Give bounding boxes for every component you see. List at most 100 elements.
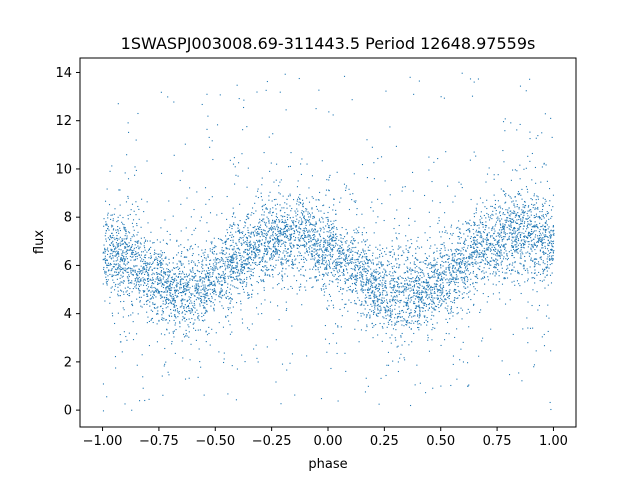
- data-point: [262, 220, 264, 222]
- data-point: [452, 315, 454, 317]
- data-point: [141, 258, 143, 260]
- data-point: [254, 230, 256, 232]
- data-point: [452, 256, 454, 258]
- data-point: [346, 249, 348, 251]
- data-point: [133, 229, 135, 231]
- data-point: [311, 254, 313, 256]
- data-point: [145, 254, 147, 256]
- data-point: [147, 274, 149, 276]
- data-point: [515, 240, 517, 242]
- data-point: [385, 286, 387, 288]
- data-point: [485, 225, 488, 227]
- data-point: [448, 255, 450, 257]
- data-point: [426, 324, 428, 326]
- data-point: [407, 251, 409, 253]
- data-point: [365, 240, 367, 242]
- data-point: [379, 309, 382, 311]
- data-point: [261, 199, 263, 201]
- data-point: [166, 298, 168, 300]
- data-point: [166, 328, 168, 330]
- data-point: [194, 319, 196, 321]
- data-point: [299, 252, 301, 254]
- data-point: [427, 321, 429, 323]
- data-point: [534, 265, 536, 267]
- data-point: [248, 249, 250, 251]
- data-point: [339, 245, 341, 247]
- data-point: [232, 276, 234, 278]
- data-point: [421, 276, 423, 279]
- data-point: [378, 277, 380, 279]
- data-point: [160, 91, 162, 93]
- data-point: [436, 250, 438, 252]
- data-point: [548, 226, 550, 228]
- data-point: [426, 292, 428, 294]
- data-point: [290, 285, 292, 288]
- data-point: [445, 261, 447, 263]
- data-point: [306, 243, 308, 245]
- data-point: [480, 309, 482, 311]
- data-point: [441, 294, 443, 296]
- data-point: [341, 293, 343, 295]
- data-point: [336, 263, 338, 265]
- data-point: [123, 269, 125, 271]
- data-point: [138, 284, 140, 286]
- data-point: [313, 234, 315, 236]
- data-point: [158, 280, 161, 282]
- data-point: [234, 278, 236, 280]
- data-point: [443, 286, 445, 288]
- data-point: [432, 301, 435, 303]
- data-point: [455, 291, 457, 294]
- data-point: [312, 197, 314, 199]
- data-point: [147, 222, 149, 224]
- data-point: [171, 269, 173, 271]
- data-point: [288, 255, 291, 257]
- data-point: [413, 281, 415, 283]
- data-point: [122, 243, 124, 245]
- data-point: [361, 213, 363, 215]
- data-point: [128, 267, 130, 269]
- data-point: [463, 241, 465, 243]
- data-point: [419, 261, 421, 263]
- data-point: [457, 226, 459, 228]
- data-point: [128, 315, 130, 317]
- data-point: [341, 262, 343, 264]
- data-point: [242, 280, 244, 282]
- data-point: [325, 249, 327, 252]
- data-point: [403, 301, 405, 303]
- data-point: [285, 250, 287, 252]
- data-point: [254, 254, 256, 256]
- data-point: [461, 276, 463, 278]
- data-point: [235, 276, 237, 278]
- data-point: [186, 289, 188, 291]
- data-point: [195, 339, 197, 341]
- data-point: [126, 339, 128, 341]
- data-point: [514, 250, 516, 252]
- data-point: [351, 273, 353, 275]
- data-point: [472, 270, 475, 273]
- data-point: [117, 295, 119, 297]
- data-point: [528, 210, 530, 212]
- data-point: [210, 305, 212, 307]
- data-point: [162, 268, 165, 270]
- data-point: [444, 231, 446, 234]
- data-point: [121, 238, 123, 240]
- data-point: [197, 270, 199, 272]
- data-point: [519, 164, 521, 166]
- data-point: [199, 297, 201, 300]
- data-point: [148, 248, 151, 250]
- data-point: [379, 292, 381, 294]
- data-point: [244, 273, 246, 275]
- data-point: [384, 290, 386, 292]
- data-point: [372, 262, 374, 264]
- data-point: [373, 232, 375, 234]
- data-point: [534, 264, 536, 266]
- data-point: [471, 257, 473, 259]
- data-point: [537, 227, 539, 229]
- data-point: [473, 293, 475, 295]
- data-point: [342, 288, 345, 290]
- data-point: [519, 85, 522, 87]
- data-point: [327, 272, 329, 274]
- data-point: [520, 292, 522, 295]
- data-point: [276, 203, 278, 205]
- data-point: [308, 216, 310, 218]
